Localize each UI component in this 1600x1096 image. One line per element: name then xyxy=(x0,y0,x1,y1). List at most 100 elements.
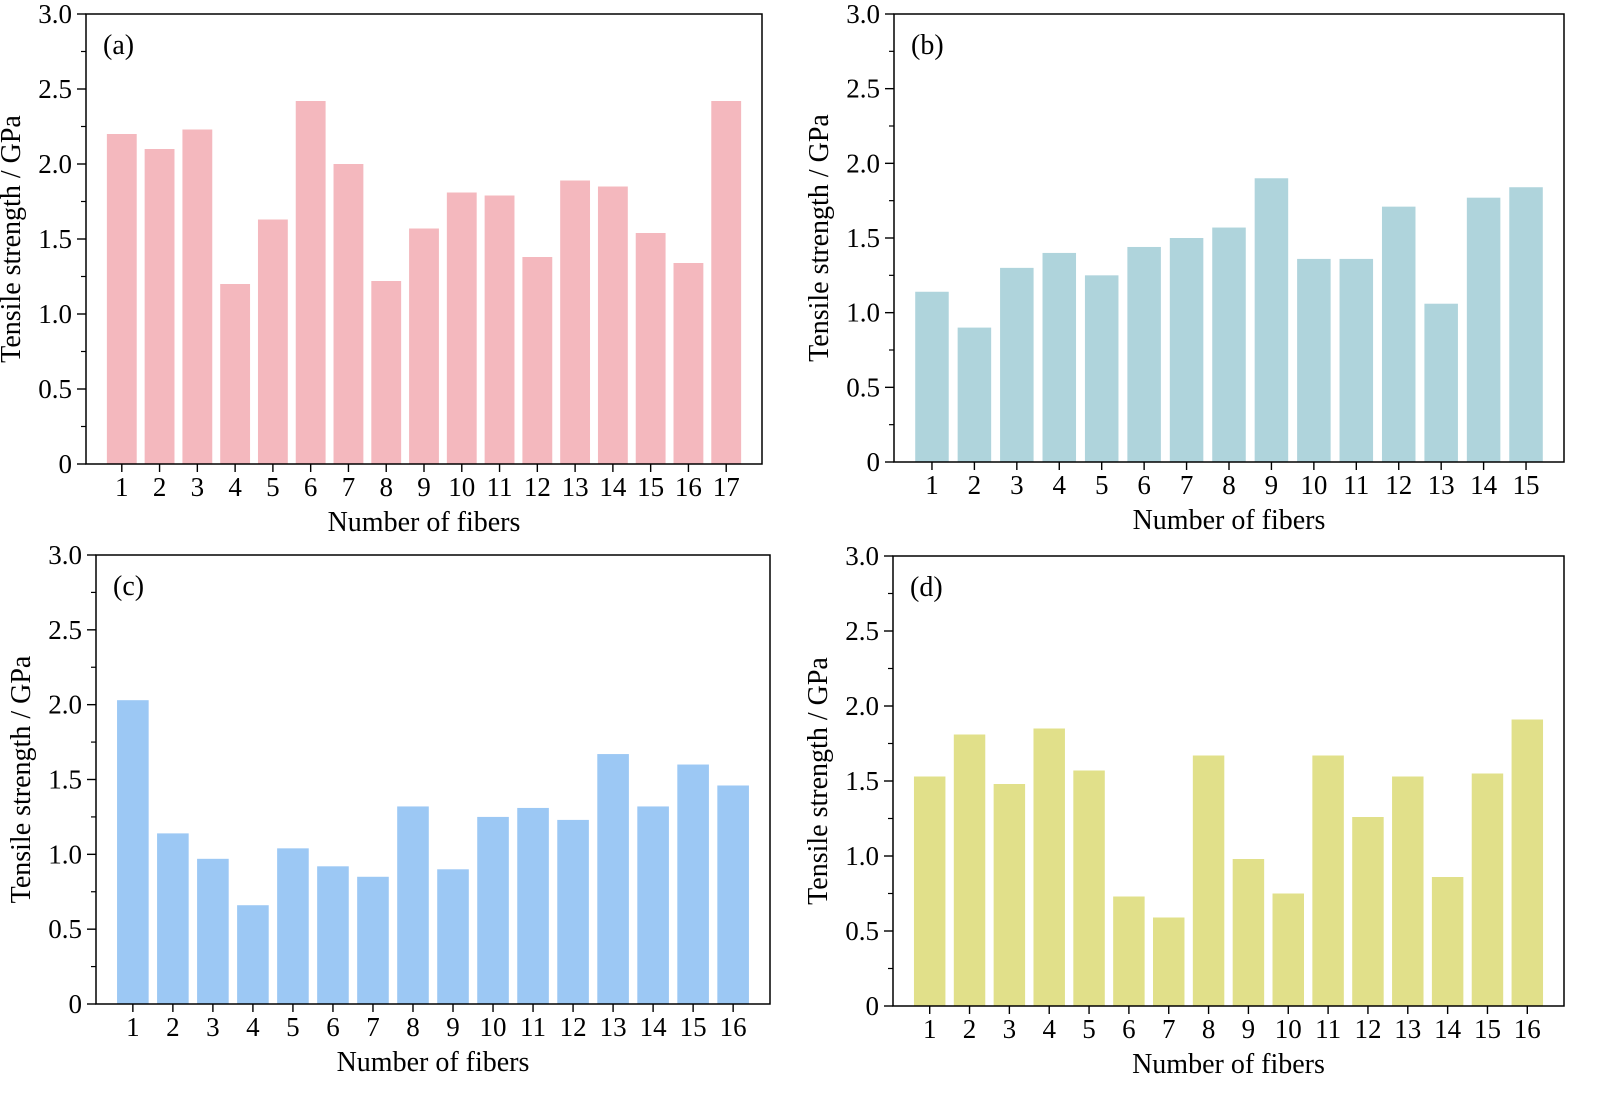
panel-b-x-tick-label: 11 xyxy=(1343,470,1369,500)
panel-c-x-tick-label: 6 xyxy=(326,1012,340,1042)
panel-d-bar-11 xyxy=(1312,755,1344,1006)
panel-c-x-tick-label: 1 xyxy=(126,1012,140,1042)
panel-b-bar-4 xyxy=(1042,252,1077,462)
panel-b-x-axis-label: Number of fibers xyxy=(1133,505,1326,536)
panel-c-bar-12 xyxy=(557,819,589,1004)
panel-a-x-tick-label: 2 xyxy=(153,472,167,502)
panel-c-y-tick-label: 0 xyxy=(69,989,83,1019)
panel-d-bar-2 xyxy=(953,734,986,1006)
panel-b-x-tick-label: 8 xyxy=(1222,470,1236,500)
panel-b-bar-13 xyxy=(1424,303,1458,462)
panel-c-y-tick-label: 1.5 xyxy=(48,765,82,795)
panel-d-y-tick-label: 0 xyxy=(866,991,880,1021)
panel-a-bar-6 xyxy=(295,101,326,464)
panel-c-x-tick-label: 13 xyxy=(600,1012,627,1042)
panel-a-bar-12 xyxy=(522,257,553,464)
panel-a-x-tick-label: 7 xyxy=(342,472,356,502)
panel-a-x-tick-label: 5 xyxy=(266,472,280,502)
panel-a-bar-13 xyxy=(560,180,591,464)
panel-b-bar-3 xyxy=(1000,267,1034,462)
panel-c-bar-4 xyxy=(237,905,269,1004)
panel-d-x-tick-label: 6 xyxy=(1122,1014,1136,1044)
panel-d-bar-16 xyxy=(1511,719,1544,1006)
panel-a-y-axis-label: Tensile strength / GPa xyxy=(0,115,27,363)
panel-b-x-tick-label: 5 xyxy=(1095,470,1109,500)
panel-d-bar-8 xyxy=(1192,755,1225,1006)
panel-c-y-tick-label: 3.0 xyxy=(48,540,82,570)
panel-a-y-tick-label: 1.5 xyxy=(38,224,72,254)
panel-b-x-tick-label: 4 xyxy=(1053,470,1067,500)
panel-b-x-tick-label: 15 xyxy=(1513,470,1540,500)
panel-b-bar-14 xyxy=(1466,197,1501,462)
panel-c-y-tick-label: 2.0 xyxy=(48,690,82,720)
panel-a-x-axis-label: Number of fibers xyxy=(328,507,521,538)
panel-d-y-tick-label: 2.0 xyxy=(845,691,879,721)
panel-c-bar-6 xyxy=(317,866,349,1004)
panel-d-y-tick-label: 0.5 xyxy=(845,916,879,946)
panel-c-bar-16 xyxy=(717,785,749,1004)
panel-c-bar-13 xyxy=(597,754,629,1004)
panel-b-x-tick-label: 9 xyxy=(1265,470,1279,500)
panel-c-x-tick-label: 16 xyxy=(720,1012,747,1042)
panel-b-x-tick-label: 6 xyxy=(1137,470,1151,500)
panel-c-bar-14 xyxy=(637,806,669,1004)
panel-c-x-tick-label: 10 xyxy=(480,1012,507,1042)
panel-c-bar-2 xyxy=(157,833,189,1004)
panel-a-x-tick-label: 13 xyxy=(562,472,589,502)
panel-d-bar-1 xyxy=(913,776,946,1006)
panel-a-x-tick-label: 8 xyxy=(379,472,393,502)
panel-a-bar-4 xyxy=(220,284,251,464)
panel-c-x-tick-label: 3 xyxy=(206,1012,220,1042)
panel-d-bar-3 xyxy=(993,784,1026,1006)
panel-d-x-tick-label: 1 xyxy=(923,1014,937,1044)
panel-b-y-tick-label: 1.0 xyxy=(846,298,880,328)
panel-a-x-tick-label: 12 xyxy=(524,472,551,502)
panel-d-x-tick-label: 12 xyxy=(1354,1014,1381,1044)
panel-a-bar-14 xyxy=(597,186,628,464)
panel-c-x-tick-label: 15 xyxy=(680,1012,707,1042)
panel-c-x-tick-label: 4 xyxy=(246,1012,260,1042)
panel-b-x-tick-label: 10 xyxy=(1300,470,1327,500)
panel-a-y-tick-label: 2.0 xyxy=(38,149,72,179)
panel-a-y-tick-label: 3.0 xyxy=(38,0,72,29)
panel-d-y-axis-label: Tensile strength / GPa xyxy=(803,657,834,905)
panel-d-bar-15 xyxy=(1471,773,1504,1006)
panel-a-bar-5 xyxy=(257,219,288,464)
panel-b-bar-11 xyxy=(1339,258,1374,462)
panel-a-x-tick-label: 17 xyxy=(713,472,740,502)
panel-a-bar-8 xyxy=(371,281,402,464)
panel-d-x-tick-label: 5 xyxy=(1082,1014,1096,1044)
panel-a-x-tick-label: 3 xyxy=(191,472,205,502)
panel-c-bar-3 xyxy=(197,858,229,1004)
panel-d-bar-4 xyxy=(1033,728,1065,1006)
panel-d-bar-7 xyxy=(1153,917,1185,1006)
panel-a-y-tick-label: 0.5 xyxy=(38,374,72,404)
panel-b-bar-5 xyxy=(1084,275,1119,462)
panel-b-bar-15 xyxy=(1509,187,1543,463)
panel-d-x-tick-label: 15 xyxy=(1474,1014,1501,1044)
panel-b-label: (b) xyxy=(911,30,944,61)
panel-d-x-tick-label: 14 xyxy=(1434,1014,1462,1044)
panel-d-x-tick-label: 16 xyxy=(1514,1014,1541,1044)
panel-a-label: (a) xyxy=(103,30,134,61)
panel-c-bar-7 xyxy=(357,876,389,1004)
panel-d-y-tick-label: 1.5 xyxy=(845,766,879,796)
panel-d-bar-5 xyxy=(1073,770,1105,1006)
panel-d-x-tick-label: 3 xyxy=(1003,1014,1017,1044)
panel-c-x-tick-label: 9 xyxy=(446,1012,460,1042)
panel-c-y-tick-label: 2.5 xyxy=(48,615,82,645)
panel-c-x-axis-label: Number of fibers xyxy=(337,1047,530,1078)
panel-b-x-tick-label: 3 xyxy=(1010,470,1024,500)
panel-b-bar-7 xyxy=(1169,238,1204,462)
panel-d-y-tick-label: 3.0 xyxy=(845,541,879,571)
panel-a-bar-2 xyxy=(144,149,175,464)
panel-c-x-tick-label: 8 xyxy=(406,1012,420,1042)
panel-d-y-tick-label: 2.5 xyxy=(845,616,879,646)
panel-b-bar-9 xyxy=(1254,178,1289,462)
panel-a-x-tick-label: 15 xyxy=(637,472,664,502)
panel-c-x-tick-label: 7 xyxy=(366,1012,380,1042)
panel-c-bar-1 xyxy=(117,700,149,1004)
panel-d-x-tick-label: 13 xyxy=(1394,1014,1421,1044)
panel-d-x-tick-label: 8 xyxy=(1202,1014,1216,1044)
